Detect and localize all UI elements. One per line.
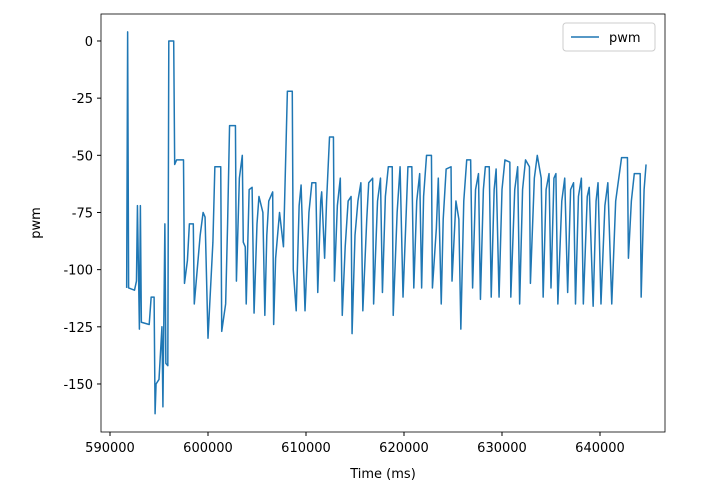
x-tick-label: 610000 bbox=[281, 441, 331, 456]
x-tick-label: 640000 bbox=[575, 441, 625, 456]
legend-box bbox=[562, 22, 656, 52]
y-tick-label: -100 bbox=[63, 264, 93, 279]
y-tick-label: 0 bbox=[85, 35, 93, 50]
x-tick-label: 630000 bbox=[477, 441, 527, 456]
y-tick-label: -50 bbox=[72, 149, 93, 164]
axes-frame bbox=[100, 13, 666, 433]
x-tick-label: 620000 bbox=[379, 441, 429, 456]
y-tick-label: -75 bbox=[72, 206, 93, 221]
y-tick-label: -25 bbox=[72, 92, 93, 107]
y-axis-label: pwm bbox=[29, 207, 44, 239]
y-tick-label: -125 bbox=[63, 321, 93, 336]
x-tick-label: 590000 bbox=[85, 441, 135, 456]
legend-label: pwm bbox=[609, 31, 641, 46]
line bbox=[125, 31, 647, 415]
y-tick-label: -150 bbox=[63, 378, 93, 393]
x-axis-label: Time (ms) bbox=[349, 467, 416, 482]
x-tick-label: 600000 bbox=[183, 441, 233, 456]
